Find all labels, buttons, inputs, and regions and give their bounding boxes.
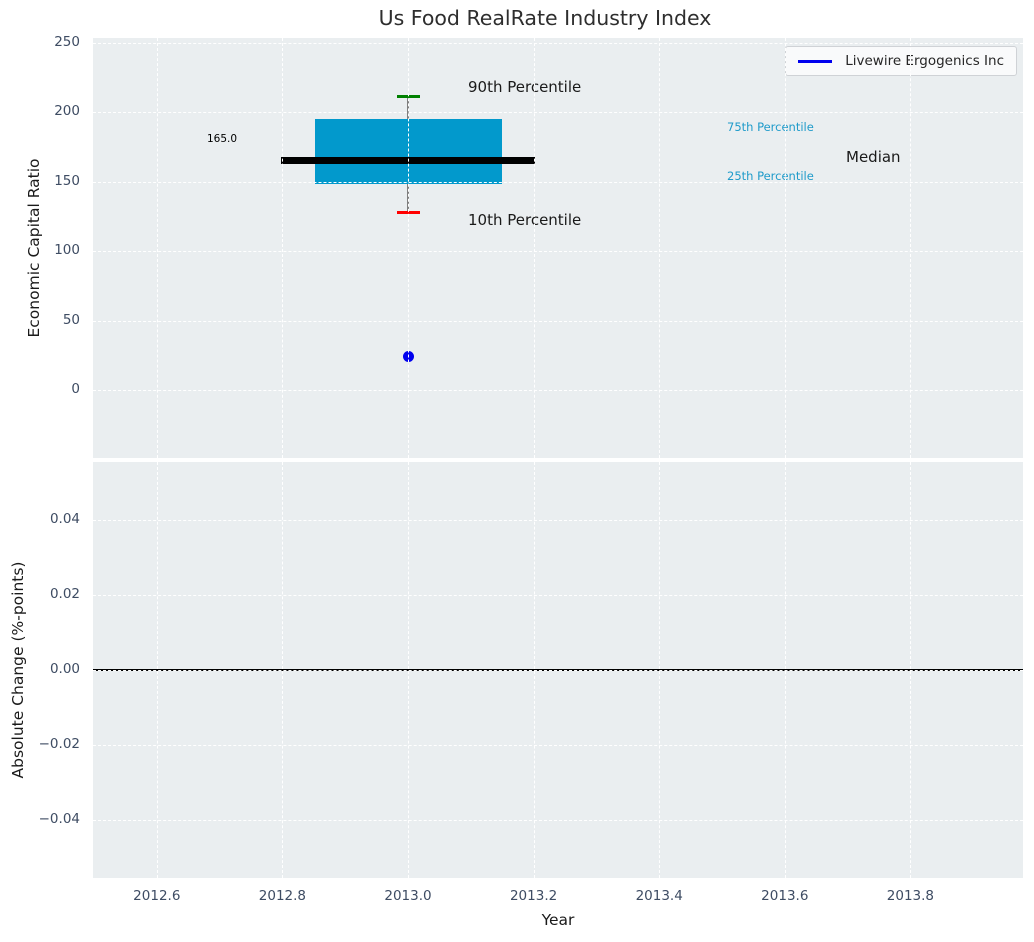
x-tick-label: 2012.6: [133, 888, 181, 904]
y-tick-label: −0.04: [38, 811, 80, 827]
x-tick-label: 2012.8: [258, 888, 307, 904]
x-tick-label: 2013.6: [761, 888, 809, 904]
gridline-vertical: [533, 462, 535, 878]
x-tick-label: 2013.2: [509, 888, 558, 904]
y-tick-label: 250: [54, 33, 80, 50]
gridline-vertical: [408, 38, 409, 458]
y-tick-label: 100: [54, 242, 80, 258]
gridline-horizontal: [93, 670, 1023, 671]
gridline-vertical: [533, 38, 535, 458]
y-tick-label: 50: [62, 311, 80, 328]
x-axis-label: Year: [541, 911, 575, 929]
legend: Livewire Ergogenics Inc: [785, 46, 1017, 76]
top-plot-area: 165.0 90th Percentile 10th Percentile 75…: [93, 38, 1023, 458]
gridline-vertical: [408, 462, 409, 878]
legend-line-sample: [798, 59, 833, 63]
y-tick-label: 150: [54, 172, 80, 189]
gridline-vertical: [784, 38, 786, 458]
gridline-horizontal: [93, 820, 1023, 821]
y-tick-label: 0.02: [49, 586, 80, 602]
x-tick-label: 2013.0: [384, 888, 432, 904]
gridline-horizontal: [93, 745, 1023, 746]
gridline-horizontal: [93, 390, 1023, 391]
median-value-label: 165.0: [207, 133, 238, 145]
bottom-plot-area: [93, 462, 1023, 878]
gridline-vertical: [659, 38, 661, 458]
gridline-vertical: [282, 462, 284, 878]
gridline-vertical: [910, 38, 912, 458]
x-tick-label: 2013.8: [886, 888, 935, 904]
gridline-horizontal: [93, 520, 1023, 521]
gridline-horizontal: [93, 320, 1023, 322]
gridline-vertical: [659, 462, 661, 878]
gridline-vertical: [156, 38, 158, 458]
p10-annotation: 10th Percentile: [468, 211, 582, 229]
gridline-vertical: [910, 462, 912, 878]
chart-title: Us Food RealRate Industry Index: [378, 6, 712, 30]
legend-label: Livewire Ergogenics Inc: [845, 53, 1004, 69]
gridline-vertical: [784, 462, 786, 878]
gridline-horizontal: [93, 112, 1023, 113]
p90-annotation: 90th Percentile: [468, 78, 582, 96]
y-tick-label: 200: [54, 103, 80, 119]
gridline-horizontal: [93, 251, 1023, 252]
gridline-horizontal: [93, 181, 1023, 183]
gridline-horizontal: [93, 595, 1023, 596]
y-tick-label: 0.04: [49, 511, 80, 527]
gridline-vertical: [282, 38, 284, 458]
gridline-vertical: [156, 462, 158, 878]
p25-annotation: 25th Percentile: [727, 169, 814, 183]
y-tick-label: −0.02: [38, 736, 80, 752]
y-tick-label: 0.00: [49, 661, 80, 677]
gridline-horizontal: [93, 42, 1023, 44]
x-tick-label: 2013.4: [635, 888, 683, 904]
median-annotation: Median: [846, 148, 901, 166]
p75-annotation: 75th Percentile: [727, 120, 814, 134]
y-tick-label: 0: [71, 381, 80, 397]
